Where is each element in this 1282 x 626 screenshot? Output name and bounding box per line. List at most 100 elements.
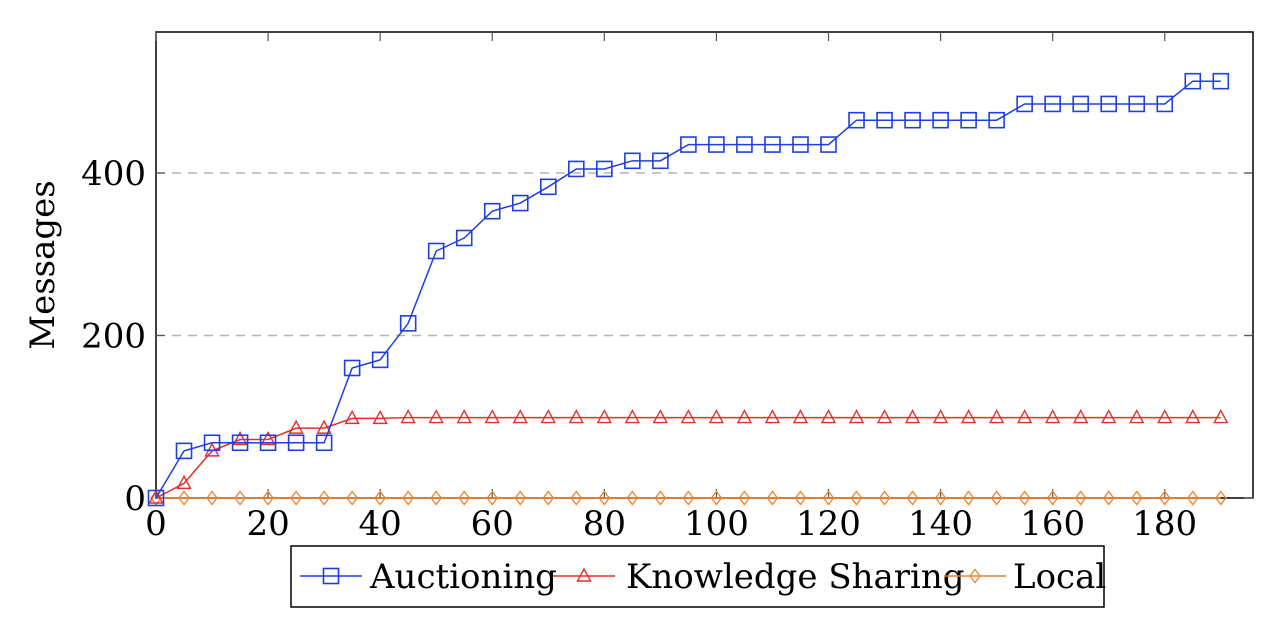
knowledge-sharing-marker — [428, 409, 444, 424]
auctioning-marker — [511, 194, 529, 212]
x-tick-label: 40 — [359, 504, 402, 544]
auctioning-marker — [904, 111, 921, 129]
y-tick-label: 400 — [81, 154, 146, 194]
local-marker — [486, 490, 499, 506]
local-marker — [374, 490, 386, 506]
local-marker — [318, 490, 330, 506]
knowledge-sharing-marker — [680, 409, 697, 424]
auctioning-marker — [343, 359, 361, 377]
local-marker — [458, 490, 471, 506]
x-tick-label: 180 — [1132, 504, 1197, 544]
knowledge-sharing-marker — [288, 419, 304, 434]
local-marker — [850, 490, 863, 506]
auctioning-marker — [708, 136, 725, 153]
knowledge-sharing-marker — [904, 409, 921, 424]
knowledge-sharing-legend-marker — [576, 567, 592, 582]
knowledge-sharing-marker — [848, 409, 865, 424]
auctioning-marker — [1072, 95, 1089, 113]
local-marker — [234, 490, 246, 506]
local-marker — [738, 490, 751, 506]
local-marker — [822, 490, 835, 506]
local-marker — [514, 490, 527, 506]
auctioning-legend-label: Auctioning — [369, 557, 557, 597]
auctioning-marker — [1016, 95, 1033, 113]
local-marker — [878, 490, 891, 506]
knowledge-sharing-marker — [1129, 409, 1145, 424]
local-marker — [1046, 490, 1059, 506]
knowledge-sharing-marker — [876, 409, 893, 424]
auctioning-series — [147, 72, 1230, 507]
series-layer — [147, 72, 1230, 507]
auctioning-marker — [1044, 95, 1061, 113]
auctioning-marker — [259, 434, 277, 452]
local-marker — [570, 490, 583, 506]
auctioning-line — [155, 80, 1221, 499]
local-marker — [262, 490, 274, 506]
auctioning-marker — [539, 178, 557, 196]
auctioning-marker — [624, 152, 641, 170]
local-marker — [402, 490, 415, 506]
knowledge-sharing-marker — [512, 409, 528, 424]
auctioning-marker — [455, 229, 473, 247]
local-marker — [598, 490, 611, 506]
knowledge-sharing-marker — [1101, 409, 1117, 424]
auctioning-marker — [1100, 95, 1118, 113]
x-tick-label: 0 — [145, 504, 167, 544]
local-marker — [206, 490, 218, 506]
local-marker — [794, 490, 807, 506]
local-marker — [766, 490, 779, 506]
knowledge-sharing-marker — [1044, 409, 1061, 424]
auctioning-marker — [427, 242, 445, 260]
auctioning-marker — [652, 152, 669, 170]
auctioning-marker — [876, 111, 893, 129]
x-tick-label: 160 — [1020, 504, 1085, 544]
auctioning-marker — [1184, 72, 1202, 90]
knowledge-sharing-marker — [568, 409, 584, 424]
local-marker — [990, 490, 1003, 506]
grid-lines — [156, 172, 1253, 337]
axis-ticks — [155, 32, 1253, 499]
auctioning-marker — [960, 111, 977, 129]
local-legend-marker — [969, 568, 981, 584]
local-marker — [178, 490, 190, 506]
knowledge-sharing-marker — [484, 409, 500, 424]
local-marker — [1074, 490, 1087, 506]
local-marker — [906, 490, 919, 506]
knowledge-sharing-marker — [344, 409, 360, 425]
auctioning-marker — [147, 489, 165, 507]
knowledge-sharing-marker — [596, 409, 613, 424]
local-marker — [1186, 490, 1199, 506]
auctioning-marker — [287, 434, 305, 452]
knowledge-sharing-marker — [988, 409, 1005, 424]
knowledge-sharing-marker — [176, 474, 192, 490]
x-tick-label: 60 — [471, 504, 514, 544]
auctioning-marker — [1128, 95, 1146, 113]
auctioning-marker — [932, 111, 949, 129]
local-marker — [962, 490, 975, 506]
auctioning-marker — [848, 111, 865, 129]
knowledge-sharing-marker — [960, 409, 977, 424]
y-axis-label: Messages — [23, 180, 63, 349]
knowledge-sharing-marker — [624, 409, 641, 424]
auctioning-marker — [399, 315, 417, 332]
local-series — [150, 490, 1227, 506]
knowledge-sharing-series — [148, 409, 1229, 504]
x-tick-label: 100 — [684, 504, 749, 544]
knowledge-sharing-marker — [372, 409, 388, 425]
knowledge-sharing-marker — [764, 409, 781, 424]
local-marker — [430, 490, 443, 506]
auctioning-marker — [231, 434, 249, 452]
knowledge-sharing-marker — [316, 419, 332, 434]
auctioning-marker — [203, 434, 221, 452]
y-tick-label: 0 — [124, 479, 146, 519]
local-marker — [934, 490, 947, 506]
local-marker — [1158, 490, 1171, 506]
auctioning-marker — [568, 160, 585, 178]
local-marker — [1102, 490, 1115, 506]
auctioning-marker — [315, 434, 333, 452]
local-marker — [1214, 490, 1227, 506]
knowledge-sharing-marker — [932, 409, 949, 424]
auctioning-marker — [596, 160, 613, 178]
knowledge-sharing-marker — [456, 409, 472, 424]
auctioning-marker — [988, 111, 1005, 129]
